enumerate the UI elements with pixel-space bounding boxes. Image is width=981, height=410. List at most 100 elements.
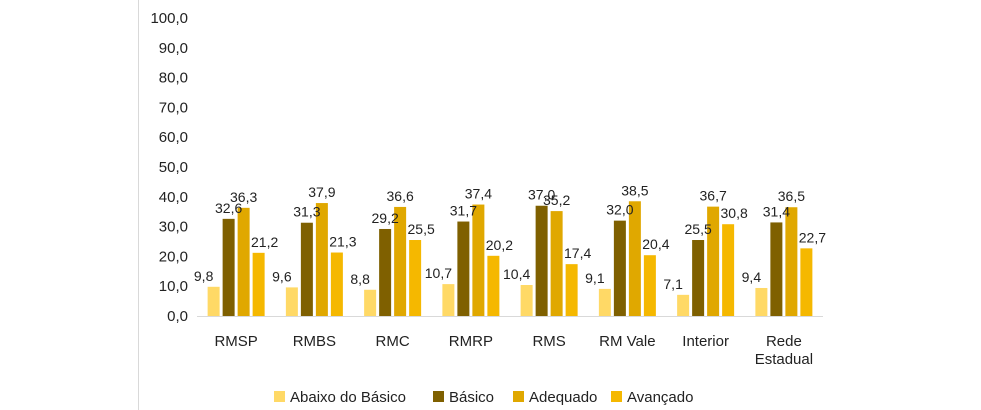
y-tick-label: 90,0 — [159, 40, 188, 57]
legend-item: Avançado — [611, 389, 693, 406]
bar — [487, 255, 500, 316]
bar — [442, 284, 455, 316]
data-label: 32,6 — [215, 200, 242, 216]
bar — [315, 203, 328, 316]
bar — [394, 206, 407, 316]
x-category-label: RMSP — [214, 333, 257, 350]
data-label: 36,6 — [387, 188, 414, 204]
chart-area — [138, 0, 981, 410]
data-label: 25,5 — [685, 221, 712, 237]
bar — [535, 205, 548, 316]
bar — [330, 252, 343, 316]
data-labels: 9,8 32,636,3 21,2 9,6 31,3 37,9 21,3 8,8 29,2 36,… — [194, 182, 826, 292]
y-tick-label: 60,0 — [159, 129, 188, 146]
y-tick-label: 100,0 — [150, 10, 188, 27]
y-tick-label: 0,0 — [167, 308, 188, 325]
bar — [457, 221, 470, 316]
y-tick-label: 70,0 — [159, 99, 188, 116]
data-label: 20,2 — [486, 237, 513, 253]
legend-swatch — [433, 391, 444, 402]
bar — [677, 294, 690, 316]
legend: Abaixo do Básico Básico Adequado Avançado — [274, 389, 693, 406]
bar — [252, 252, 265, 316]
bar — [770, 222, 783, 316]
data-label: 21,3 — [329, 234, 356, 250]
bar — [300, 222, 313, 316]
bar — [643, 255, 656, 316]
data-label: 10,4 — [503, 266, 530, 282]
data-label: 36,7 — [700, 188, 727, 204]
data-label: 32,0 — [606, 202, 633, 218]
x-category-label: RM Vale — [599, 333, 655, 350]
x-category-label: RMRP — [449, 333, 493, 350]
bar — [379, 228, 392, 316]
data-label: 30,8 — [721, 205, 748, 221]
y-tick-label: 50,0 — [159, 159, 188, 176]
legend-item: Básico — [433, 389, 494, 406]
data-label: 21,2 — [251, 234, 278, 250]
bar — [800, 248, 813, 316]
data-label: 36,5 — [778, 188, 805, 204]
data-label: 9,1 — [585, 270, 605, 286]
legend-swatch — [274, 391, 285, 402]
data-label: 10,7 — [425, 265, 452, 281]
data-label: 22,7 — [799, 229, 826, 245]
bar — [707, 206, 720, 316]
data-label: 9,4 — [742, 269, 762, 285]
bars — [207, 201, 813, 316]
y-tick-label: 10,0 — [159, 278, 188, 295]
legend-label: Abaixo do Básico — [290, 389, 406, 406]
data-label: 37,0 — [528, 187, 555, 203]
bar — [520, 285, 533, 316]
bar — [613, 220, 626, 316]
bar — [237, 207, 250, 316]
legend-label: Adequado — [529, 389, 597, 406]
legend-item: Abaixo do Básico — [274, 389, 406, 406]
data-label: 7,1 — [663, 276, 683, 292]
data-label: 37,4 — [465, 186, 492, 202]
bar — [628, 201, 641, 316]
bar — [285, 287, 298, 316]
x-axis-categories: RMSP RMBS RMC RMRP RMS RM Vale Interior Rede Est… — [214, 333, 813, 368]
bar — [550, 211, 563, 316]
y-tick-label: 40,0 — [159, 189, 188, 206]
data-label: 29,2 — [372, 210, 399, 226]
bar — [565, 264, 578, 316]
legend-label: Avançado — [627, 389, 693, 406]
data-label: 37,9 — [308, 184, 335, 200]
data-label: 8,8 — [350, 271, 370, 287]
data-label: 9,8 — [194, 268, 214, 284]
data-label: 36,3 — [230, 189, 257, 205]
x-category-label: RMBS — [293, 333, 336, 350]
legend-swatch — [611, 391, 622, 402]
x-category-label: RMS — [532, 333, 565, 350]
data-label: 25,5 — [408, 221, 435, 237]
data-label: 38,5 — [621, 182, 648, 198]
legend-swatch — [513, 391, 524, 402]
y-axis: 0,0 10,0 20,0 30,0 40,0 50,0 60,0 70,0 80,0 90,0 1… — [150, 10, 823, 325]
x-category-label: Rede Estadual — [755, 333, 813, 368]
x-category-label: RMC — [376, 333, 410, 350]
y-tick-label: 80,0 — [159, 70, 188, 87]
bar — [472, 204, 485, 316]
bar — [755, 287, 768, 316]
data-label: 31,7 — [450, 203, 477, 219]
bar — [598, 288, 611, 316]
data-label: 31,3 — [293, 204, 320, 220]
bar — [364, 289, 377, 316]
data-label: 35,2 — [543, 192, 570, 208]
bar — [207, 286, 220, 316]
bar — [409, 240, 422, 316]
data-label: 9,6 — [272, 268, 292, 284]
legend-item: Adequado — [513, 389, 597, 406]
bar — [722, 224, 735, 316]
bar — [785, 207, 798, 316]
y-tick-label: 20,0 — [159, 248, 188, 265]
x-category-label: Interior — [682, 333, 729, 350]
y-tick-label: 30,0 — [159, 219, 188, 236]
bar — [692, 240, 705, 316]
bar — [222, 218, 235, 316]
data-label: 20,4 — [642, 236, 669, 252]
legend-label: Básico — [449, 389, 494, 406]
